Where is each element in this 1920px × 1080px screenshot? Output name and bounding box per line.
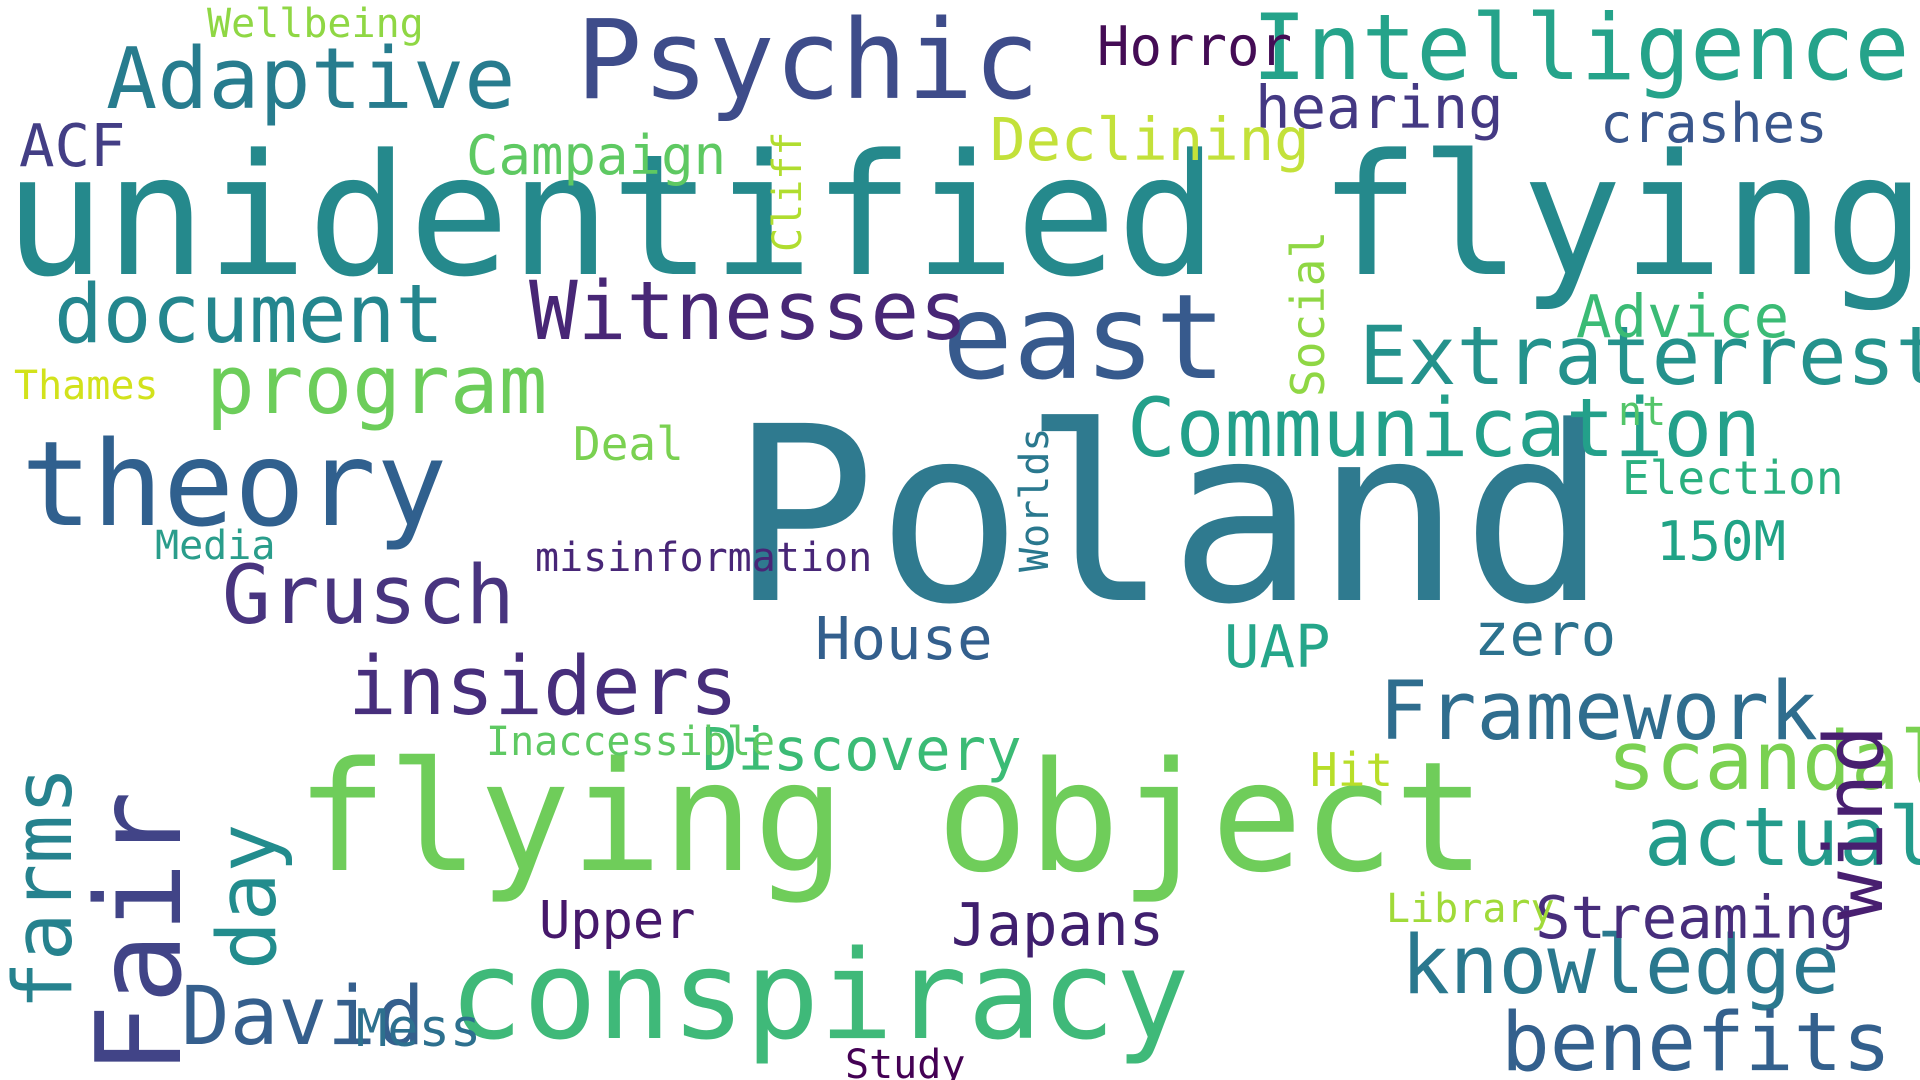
word-conspiracy: conspiracy — [449, 925, 1190, 1068]
word-hearing: Discovery — [702, 715, 1022, 784]
word-scandal: document — [54, 268, 445, 362]
word-fair: misinformation — [535, 535, 873, 581]
word-david: benefits — [1501, 996, 1892, 1080]
word-advice: UAP — [1224, 612, 1331, 681]
word-150m: House — [815, 604, 993, 673]
word-communication: program — [206, 339, 548, 433]
word-study: Election — [1622, 451, 1844, 505]
word-farms: Inaccessible — [486, 719, 775, 765]
word-campaign: Upper — [539, 891, 696, 951]
word-media: Deal — [573, 417, 684, 471]
word-theory: theory — [21, 415, 448, 553]
word-mess: 150M — [1656, 510, 1787, 573]
word-worlds: Worlds — [1012, 427, 1058, 573]
word-document: Communication — [1127, 382, 1761, 476]
word-japans: ACF — [19, 111, 126, 180]
word-upper: Declining — [990, 105, 1310, 174]
word-crashes: Streaming — [1535, 883, 1855, 952]
word-poland: Poland — [730, 375, 1608, 658]
word-extraterrestrial: insiders — [348, 640, 739, 734]
word-psychic: Psychic — [576, 0, 1040, 124]
word-program: Fair — [70, 790, 208, 1075]
word-horror: Japans — [951, 890, 1165, 959]
word-knowledge: wind — [1808, 724, 1902, 920]
word-house: Advice — [1576, 282, 1790, 351]
word-benefits: Framework — [1379, 665, 1818, 759]
word-adaptive: Adaptive — [106, 30, 516, 129]
word-cliff: Cliff — [765, 131, 811, 252]
word-deal: Horror — [1097, 15, 1293, 78]
word-acf: David — [181, 970, 425, 1064]
word-framework: Grusch — [222, 549, 515, 643]
word-insiders: farms — [0, 766, 91, 1010]
word-library: Thames — [14, 363, 159, 409]
word-grusch: day — [201, 823, 295, 970]
word-thames: Hit — [1310, 743, 1394, 797]
word-unidentified-flying: unidentified flying — [4, 118, 1920, 314]
word-witnesses: Extraterrestrial — [1359, 310, 1920, 404]
word-day: Library — [1386, 886, 1555, 932]
word-wellbeing: nt — [1618, 389, 1667, 435]
word-wind: Wellbeing — [207, 1, 424, 47]
word-nt: Mess — [356, 999, 482, 1059]
word-uap: actual — [1644, 791, 1920, 885]
word-inaccessible: Media — [155, 523, 276, 569]
word-actual: Witnesses — [529, 265, 968, 359]
word-zero: scandal — [1607, 715, 1920, 809]
word-hit: Campaign — [466, 124, 727, 187]
word-flying-object: flying object — [296, 729, 1486, 906]
word-social: Social — [1281, 230, 1335, 397]
word-discovery: knowledge — [1401, 919, 1840, 1013]
word-election: crashes — [1600, 92, 1828, 155]
word-intelligence: Intelligence — [1252, 0, 1910, 101]
word-east: east — [942, 268, 1227, 406]
word-streaming: hearing — [1255, 73, 1504, 142]
word-declining: zero — [1474, 600, 1617, 669]
word-misinformation: Study — [845, 1042, 966, 1080]
